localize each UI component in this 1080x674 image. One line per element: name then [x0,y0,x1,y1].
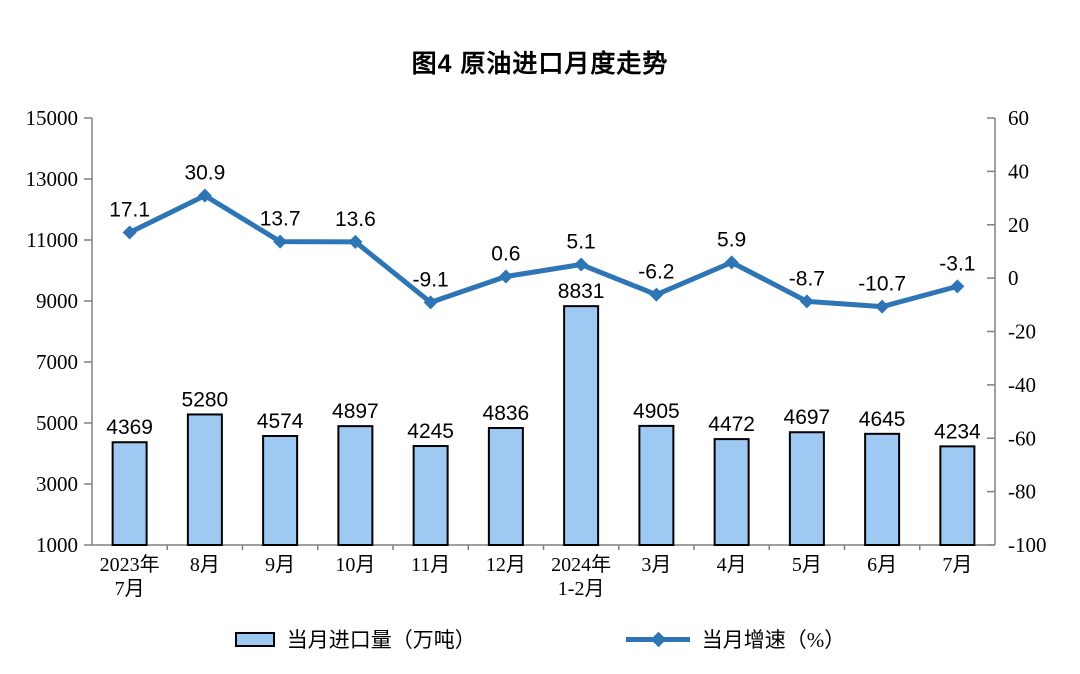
category-label: 4月 [717,554,747,576]
line-marker-icon [197,188,212,203]
bar-series-swatch [234,631,275,647]
bar [111,441,148,547]
line-value-label: 13.6 [335,208,376,231]
line-value-label: -3.1 [939,252,975,275]
line-marker-icon [498,269,513,284]
line-series-swatch [625,631,690,648]
bar-value-label: 4369 [106,416,153,439]
line-marker-icon [724,255,739,270]
category-label: 12月 [486,554,526,576]
line-swatch-diamond-icon [650,631,667,648]
left-axis-tick-label: 9000 [36,289,78,313]
left-axis-tick-label: 11000 [26,228,78,252]
bar-value-label: 4574 [257,410,304,433]
line-marker-icon [423,295,438,310]
bar-value-label: 4905 [633,400,680,423]
category-label: 10月 [335,554,375,576]
bar-value-label: 4697 [784,406,831,429]
line-value-label: 13.7 [260,208,301,231]
bar-value-label: 4836 [483,402,530,425]
line-value-label: -6.2 [638,261,674,284]
bar-value-label: 4245 [407,420,454,443]
category-label: 3月 [641,554,671,576]
bar [713,438,750,547]
bar [412,445,449,546]
legend-item-import-volume: 当月进口量（万吨） [234,624,476,654]
category-label: 9月 [265,554,295,576]
bar-value-label: 8831 [558,280,605,303]
left-axis-tick-label: 1000 [36,533,78,557]
line-value-label: 5.9 [717,228,746,251]
bar [939,445,976,547]
bar [788,431,825,546]
right-axis-tick-label: 0 [1008,266,1019,290]
right-axis-tick-label: -60 [1008,426,1036,450]
chart-title: 图4 原油进口月度走势 [411,50,669,78]
legend-label-import-volume: 当月进口量（万吨） [286,628,476,652]
right-axis-tick-label: -80 [1008,480,1036,504]
category-label: 11月 [411,554,450,576]
line-marker-icon [122,225,137,240]
right-axis-tick-label: -100 [1008,533,1047,557]
right-axis-tick-label: -20 [1008,320,1036,344]
left-axis-tick-label: 13000 [26,167,79,191]
line-value-label: -8.7 [789,267,825,290]
category-label: 6月 [867,554,897,576]
chart-legend: 当月进口量（万吨） 当月增速（%） [0,624,1080,654]
category-label: 8月 [190,554,220,576]
line-marker-icon [649,287,664,302]
bar-value-label: 4645 [859,408,906,431]
line-value-label: 5.1 [567,231,596,254]
bar [563,305,600,547]
bar [337,425,374,547]
bar [864,432,901,547]
line-marker-icon [799,294,814,309]
left-axis-tick-label: 7000 [36,350,78,374]
left-axis-tick-label: 5000 [36,411,78,435]
bar-value-label: 4897 [332,400,379,423]
line-marker-icon [348,234,363,249]
line-value-label: -10.7 [858,273,906,296]
line-value-label: -9.1 [413,268,449,291]
bar [186,413,223,546]
bar-value-label: 5280 [182,388,229,411]
right-axis-tick-label: 20 [1008,213,1029,237]
right-axis-tick-label: 60 [1008,106,1029,130]
left-axis-tick-label: 15000 [26,106,79,130]
bar [262,434,299,547]
line-marker-icon [574,257,589,272]
legend-item-growth-rate: 当月增速（%） [625,624,846,654]
line-value-label: 17.1 [109,198,150,221]
line-marker-icon [950,279,965,294]
line-value-label: 0.6 [491,243,520,266]
bar-value-label: 4234 [934,420,981,443]
bar [487,427,524,547]
category-label: 2024年 1-2月 [551,553,611,600]
left-axis-tick-label: 3000 [36,472,78,496]
category-label: 5月 [792,554,822,576]
bar [638,424,675,546]
bar-value-label: 4472 [708,413,755,436]
category-label: 7月 [942,554,972,576]
line-marker-icon [875,299,890,314]
growth-line [127,193,960,310]
line-marker-icon [273,234,288,249]
right-axis-tick-label: -40 [1008,373,1036,397]
line-value-label: 30.9 [184,162,225,185]
category-label: 2023年 7月 [100,553,160,600]
legend-label-growth-rate: 当月增速（%） [701,628,846,652]
right-axis-tick-label: 40 [1008,159,1029,183]
